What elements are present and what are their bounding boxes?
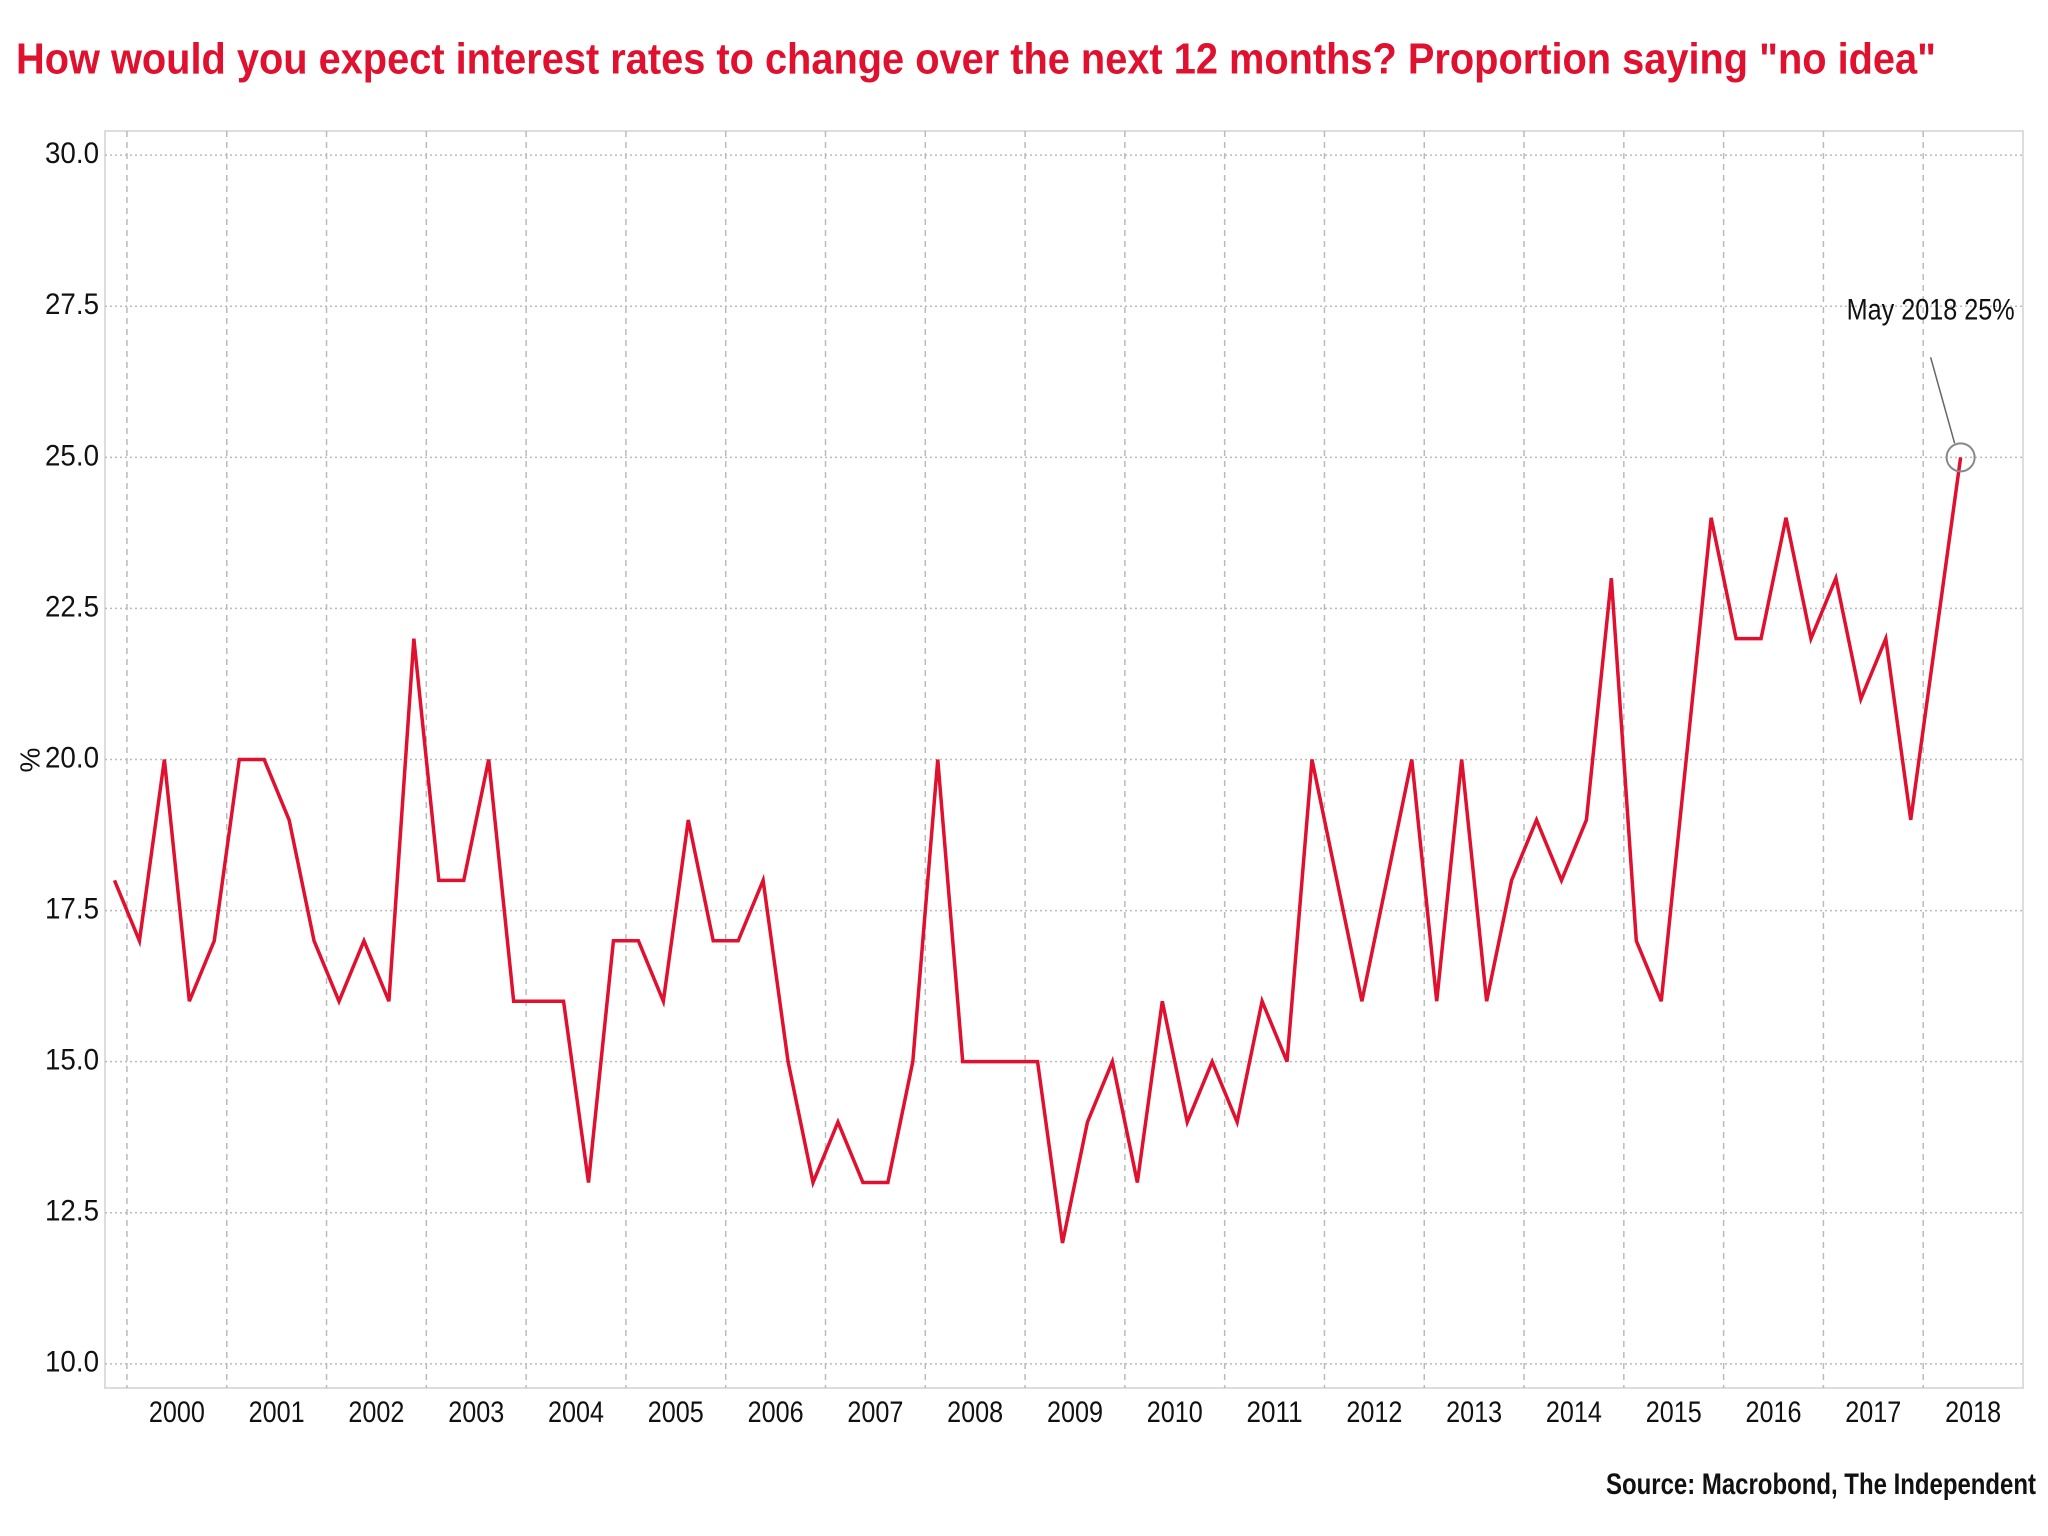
annotation-leader xyxy=(1929,357,1956,444)
annotation-circle xyxy=(1945,442,1976,473)
x-tick-label: 2006 xyxy=(748,1396,804,1429)
y-tick-label: 30.0 xyxy=(45,137,99,170)
annotation: May 2018 25% xyxy=(1847,293,2015,326)
source: Source: Macrobond, The Independent xyxy=(1606,1468,2036,1501)
y-tick-label: 10.0 xyxy=(45,1346,99,1379)
x-tick-label: 2000 xyxy=(149,1396,205,1429)
y-tick-label: 12.5 xyxy=(45,1195,99,1228)
x-tick-label: 2002 xyxy=(348,1396,404,1429)
y-axis-label: % xyxy=(14,748,45,773)
x-tick-label: 2008 xyxy=(947,1396,1003,1429)
y-tick-label: 25.0 xyxy=(45,439,99,472)
x-tick-label: 2012 xyxy=(1346,1396,1402,1429)
y-tick-label: 20.0 xyxy=(45,741,99,774)
data-line xyxy=(112,457,1963,1244)
x-tick-label: 2016 xyxy=(1746,1396,1802,1429)
y-tick-label: 27.5 xyxy=(45,288,99,321)
x-tick-label: 2003 xyxy=(448,1396,504,1429)
chart-title: How would you expect interest rates to c… xyxy=(16,35,1936,84)
x-tick-label: 2011 xyxy=(1247,1396,1303,1429)
x-tick-label: 2004 xyxy=(548,1396,604,1429)
x-tick-label: 2009 xyxy=(1047,1396,1103,1429)
x-tick-label: 2007 xyxy=(847,1396,903,1429)
x-tick-label: 2017 xyxy=(1845,1396,1901,1429)
x-tick-label: 2014 xyxy=(1546,1396,1602,1429)
x-tick-label: 2001 xyxy=(249,1396,305,1429)
y-tick-label: 15.0 xyxy=(45,1044,99,1077)
y-tick-label: 22.5 xyxy=(45,590,99,623)
x-tick-label: 2015 xyxy=(1646,1396,1702,1429)
x-tick-label: 2018 xyxy=(1945,1396,2001,1429)
y-tick-label: 17.5 xyxy=(45,893,99,926)
x-tick-label: 2005 xyxy=(648,1396,704,1429)
x-tick-label: 2010 xyxy=(1147,1396,1203,1429)
x-tick-label: 2013 xyxy=(1446,1396,1502,1429)
